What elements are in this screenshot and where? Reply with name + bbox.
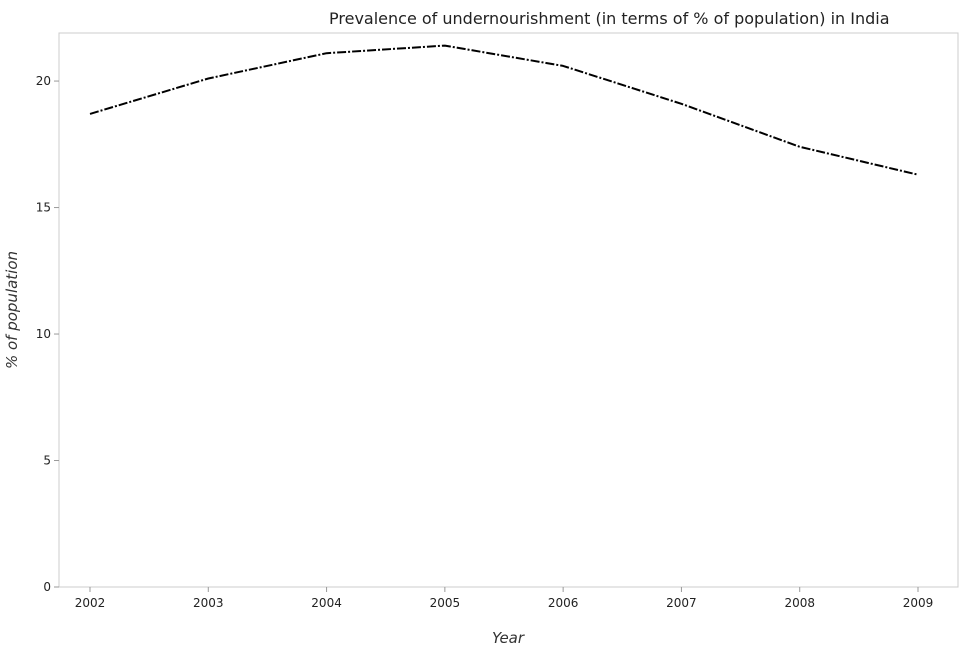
y-axis-label: % of population xyxy=(3,251,21,369)
y-tick-label: 15 xyxy=(36,201,51,215)
y-tick-label: 10 xyxy=(36,327,51,341)
y-tick-label: 0 xyxy=(43,580,51,594)
x-tick-label: 2005 xyxy=(430,596,461,610)
chart-title: Prevalence of undernourishment (in terms… xyxy=(329,9,890,28)
x-tick-label: 2002 xyxy=(75,596,106,610)
x-tick-label: 2003 xyxy=(193,596,224,610)
y-tick-label: 20 xyxy=(36,74,51,88)
x-tick-label: 2004 xyxy=(311,596,342,610)
y-axis: 0 5 10 15 20 xyxy=(36,74,59,594)
y-tick-label: 5 xyxy=(43,454,51,468)
x-tick-label: 2008 xyxy=(784,596,815,610)
series-line xyxy=(89,44,919,176)
plot-area xyxy=(58,32,959,588)
x-axis-label: Year xyxy=(492,629,525,647)
x-tick-label: 2007 xyxy=(666,596,697,610)
x-tick-label: 2006 xyxy=(548,596,579,610)
x-tick-label: 2009 xyxy=(903,596,934,610)
x-axis: 2002 2003 2004 2005 2006 2007 2008 2009 xyxy=(75,587,934,610)
